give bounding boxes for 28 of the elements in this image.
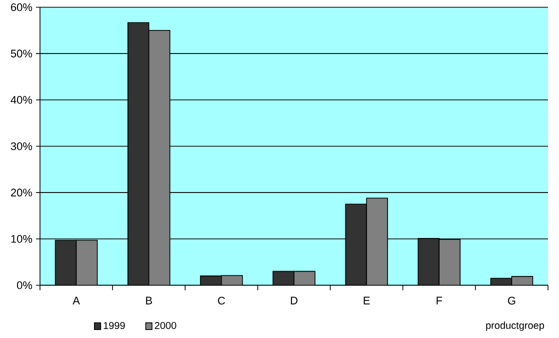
bar bbox=[366, 198, 388, 286]
bar bbox=[76, 240, 98, 286]
y-tick-label: 20% bbox=[11, 188, 32, 196]
bar bbox=[345, 204, 367, 286]
y-tick-label: 30% bbox=[10, 142, 32, 150]
x-tick-label: F bbox=[436, 296, 442, 304]
y-tick-label: 0% bbox=[16, 281, 32, 290]
legend-label: 1999 bbox=[104, 322, 125, 329]
x-tick-label: D bbox=[290, 296, 298, 304]
bar bbox=[127, 22, 150, 286]
bar bbox=[273, 271, 294, 286]
bar bbox=[438, 238, 461, 286]
bar bbox=[148, 30, 170, 286]
bar bbox=[54, 240, 77, 286]
bar bbox=[418, 238, 440, 286]
y-tick-label: 40% bbox=[10, 96, 32, 104]
bar bbox=[490, 278, 512, 286]
x-tick-label: A bbox=[72, 296, 80, 304]
x-tick-label: B bbox=[146, 296, 152, 304]
legend-label: 2000 bbox=[154, 322, 176, 329]
x-axis-title: productgroep bbox=[486, 321, 544, 331]
y-tick-label: 60% bbox=[11, 3, 32, 12]
x-tick-label: C bbox=[218, 296, 225, 304]
bar bbox=[294, 271, 315, 286]
y-tick-label: 10% bbox=[11, 234, 32, 243]
x-tick-label: E bbox=[364, 296, 370, 304]
y-tick-label: 50% bbox=[10, 50, 32, 58]
x-tick-label: G bbox=[508, 296, 516, 304]
